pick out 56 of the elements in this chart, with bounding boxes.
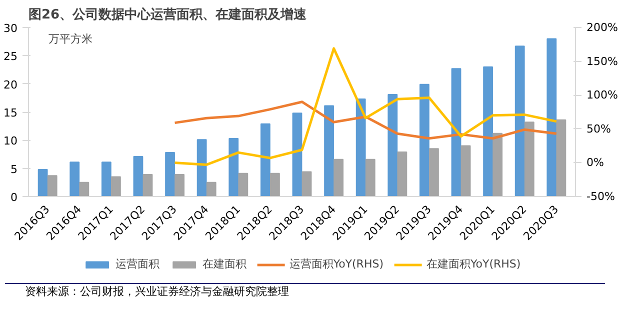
bar (460, 145, 471, 196)
bar (142, 174, 153, 196)
bar (524, 122, 534, 196)
y2-tick-label: 50% (586, 122, 611, 136)
legend-label: 在建面积 (202, 256, 246, 272)
bar (228, 138, 239, 196)
text: 资料来源：公司财报，兴业证券经济与金融研究院整理 (25, 284, 289, 300)
y-tick-label: 30 (4, 22, 18, 35)
bar (324, 105, 334, 196)
bar (356, 98, 366, 196)
y2-tick-label: 150% (586, 54, 618, 68)
bar (133, 156, 144, 196)
bar (206, 182, 216, 196)
annotation: 万平方米 (48, 32, 92, 46)
y2-tick-label: 100% (586, 88, 618, 102)
bar (79, 182, 90, 196)
y-tick-label: 5 (10, 162, 18, 176)
legend-label: 运营面积YoY(RHS) (289, 256, 384, 272)
bar (365, 158, 376, 196)
bar (292, 112, 302, 196)
bar (397, 151, 408, 196)
y-tick-label: 0 (10, 191, 18, 204)
bar (546, 38, 557, 196)
bar (302, 171, 312, 196)
bar (556, 119, 566, 196)
line-series (174, 100, 558, 140)
y-tick-label: 25 (4, 50, 18, 64)
bar (514, 46, 525, 196)
bar (174, 174, 185, 196)
chart-title: 图26、公司数据中心运营面积、在建面积及增速 (28, 6, 308, 22)
bar (419, 84, 430, 196)
legend-label: 运营面积 (115, 256, 160, 272)
bar (260, 123, 270, 196)
bar (101, 162, 112, 196)
bar (492, 132, 503, 196)
y-tick-label: 20 (4, 78, 18, 92)
bar (196, 139, 207, 196)
y2-tick-label: 200% (586, 21, 618, 34)
y2-tick-label: 0% (586, 156, 604, 170)
bar (270, 172, 280, 196)
bar (47, 175, 58, 196)
bar (238, 172, 248, 196)
bar (334, 158, 344, 196)
y-tick-label: 10 (4, 134, 18, 148)
y-tick-label: 15 (4, 106, 18, 120)
bar (451, 68, 462, 196)
bar (165, 152, 175, 196)
bar (111, 176, 121, 196)
legend-label: 在建面积YoY(RHS) (426, 256, 521, 272)
bar (388, 94, 398, 196)
bar (429, 148, 439, 196)
bar (70, 162, 80, 196)
line-series (174, 47, 558, 166)
y2-tick-label: -50% (586, 190, 615, 203)
bar (483, 66, 493, 196)
bar (38, 168, 48, 196)
